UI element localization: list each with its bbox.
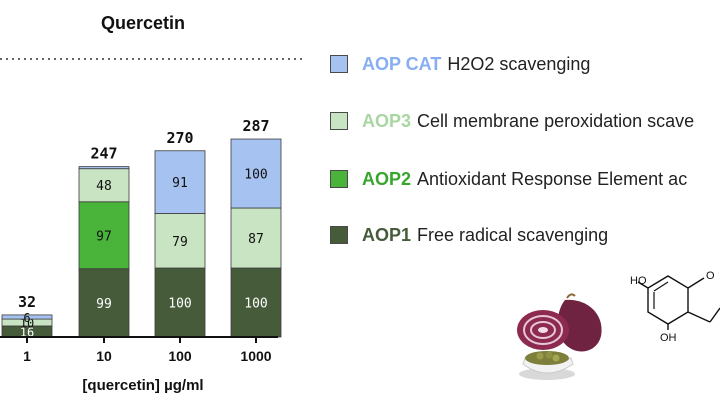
- capers: [525, 351, 569, 365]
- hydroxyl-label-bottom: OH: [660, 332, 677, 342]
- bar-value-label: 6: [23, 311, 30, 325]
- bar-segment-3-100: [154, 213, 206, 269]
- quercetin-structure: HO O OH: [630, 270, 720, 342]
- bar-total-label: 247: [90, 145, 117, 163]
- onion-ring: [530, 321, 556, 339]
- x-axis-label: [quercetin] µg/ml: [82, 377, 203, 394]
- dish-shadow: [519, 368, 575, 380]
- bond: [637, 281, 649, 289]
- bar-segment-4-100: [154, 150, 206, 214]
- legend-text-aop-cat: H2O2 scavenging: [447, 53, 591, 74]
- bar-value-label: 91: [172, 176, 188, 191]
- onion-stem: [566, 293, 576, 299]
- red-onion-illustration: [517, 293, 602, 380]
- legend-text-aop3: Cell membrane peroxidation scave: [417, 110, 695, 131]
- onion-ring: [523, 315, 563, 345]
- legend-code-aop2: AOP2: [362, 168, 412, 189]
- bar-segment-4-1: [1, 314, 53, 320]
- x-tick-label: 1: [23, 348, 31, 364]
- legend: AOP CAT H2O2 scavenging AOP3 Cell membra…: [330, 0, 720, 260]
- legend-code-aop-cat: AOP CAT: [362, 53, 442, 74]
- legend-item-aop-cat: AOP CAT H2O2 scavenging: [330, 52, 590, 76]
- bar-value-label: 99: [96, 297, 112, 312]
- bar-value-label: 100: [244, 168, 267, 183]
- bar-segment-3-10: [78, 168, 130, 203]
- bar-segment-4-10: [78, 166, 130, 170]
- bar-value-label: 79: [172, 235, 188, 250]
- bar-value-label: 10: [20, 317, 34, 331]
- legend-swatch-aop2: [330, 170, 348, 188]
- onion-core: [538, 327, 548, 333]
- caper: [552, 354, 560, 362]
- bond: [687, 311, 711, 323]
- chart-title: Quercetin: [101, 13, 185, 33]
- legend-item-aop2: AOP2 Antioxidant Response Element ac: [330, 167, 687, 191]
- legend-text-aop2: Antioxidant Response Element ac: [417, 168, 688, 189]
- onion-back: [557, 299, 602, 352]
- bar-total-label: 32: [18, 293, 36, 311]
- hydroxyl-label: HO: [630, 275, 647, 287]
- legend-swatch-aop3: [330, 112, 348, 130]
- bar-value-label: 16: [20, 325, 34, 339]
- legend-code-aop1: AOP1: [362, 224, 412, 245]
- legend-swatch-aop1: [330, 226, 348, 244]
- x-tick-label: 100: [168, 348, 192, 364]
- legend-text-aop1: Free radical scavenging: [417, 224, 609, 245]
- x-tick-label: 1000: [240, 348, 271, 364]
- x-tick-label: 10: [96, 348, 112, 364]
- caper: [536, 352, 544, 360]
- bar-segment-1-1000: [230, 267, 282, 338]
- legend-code-aop3: AOP3: [362, 110, 412, 131]
- legend-item-aop1: AOP1 Free radical scavenging: [330, 223, 608, 247]
- bar-total-label: 270: [166, 129, 193, 147]
- double-bond: [653, 281, 669, 292]
- oxygen-label: O: [706, 270, 715, 282]
- bar-value-label: 97: [96, 229, 112, 244]
- bar-segment-4-1000: [230, 138, 282, 209]
- caper: [545, 351, 553, 359]
- bond: [709, 307, 720, 323]
- bar-value-label: 87: [248, 232, 264, 247]
- bar-value-label: 100: [244, 297, 267, 312]
- bond: [687, 277, 705, 289]
- bar-total-label: 287: [242, 117, 269, 135]
- bar-value-label: 100: [168, 297, 191, 312]
- legend-item-aop3: AOP3 Cell membrane peroxidation scave: [330, 109, 694, 133]
- bar-segment-3-1000: [230, 207, 282, 269]
- x-axis: 1 10 100 1000: [0, 336, 278, 364]
- bar-value-label: 48: [96, 179, 112, 194]
- bar-segment-2-10: [78, 201, 130, 270]
- bar-segment-1-100: [154, 267, 206, 338]
- legend-swatch-aop-cat: [330, 55, 348, 73]
